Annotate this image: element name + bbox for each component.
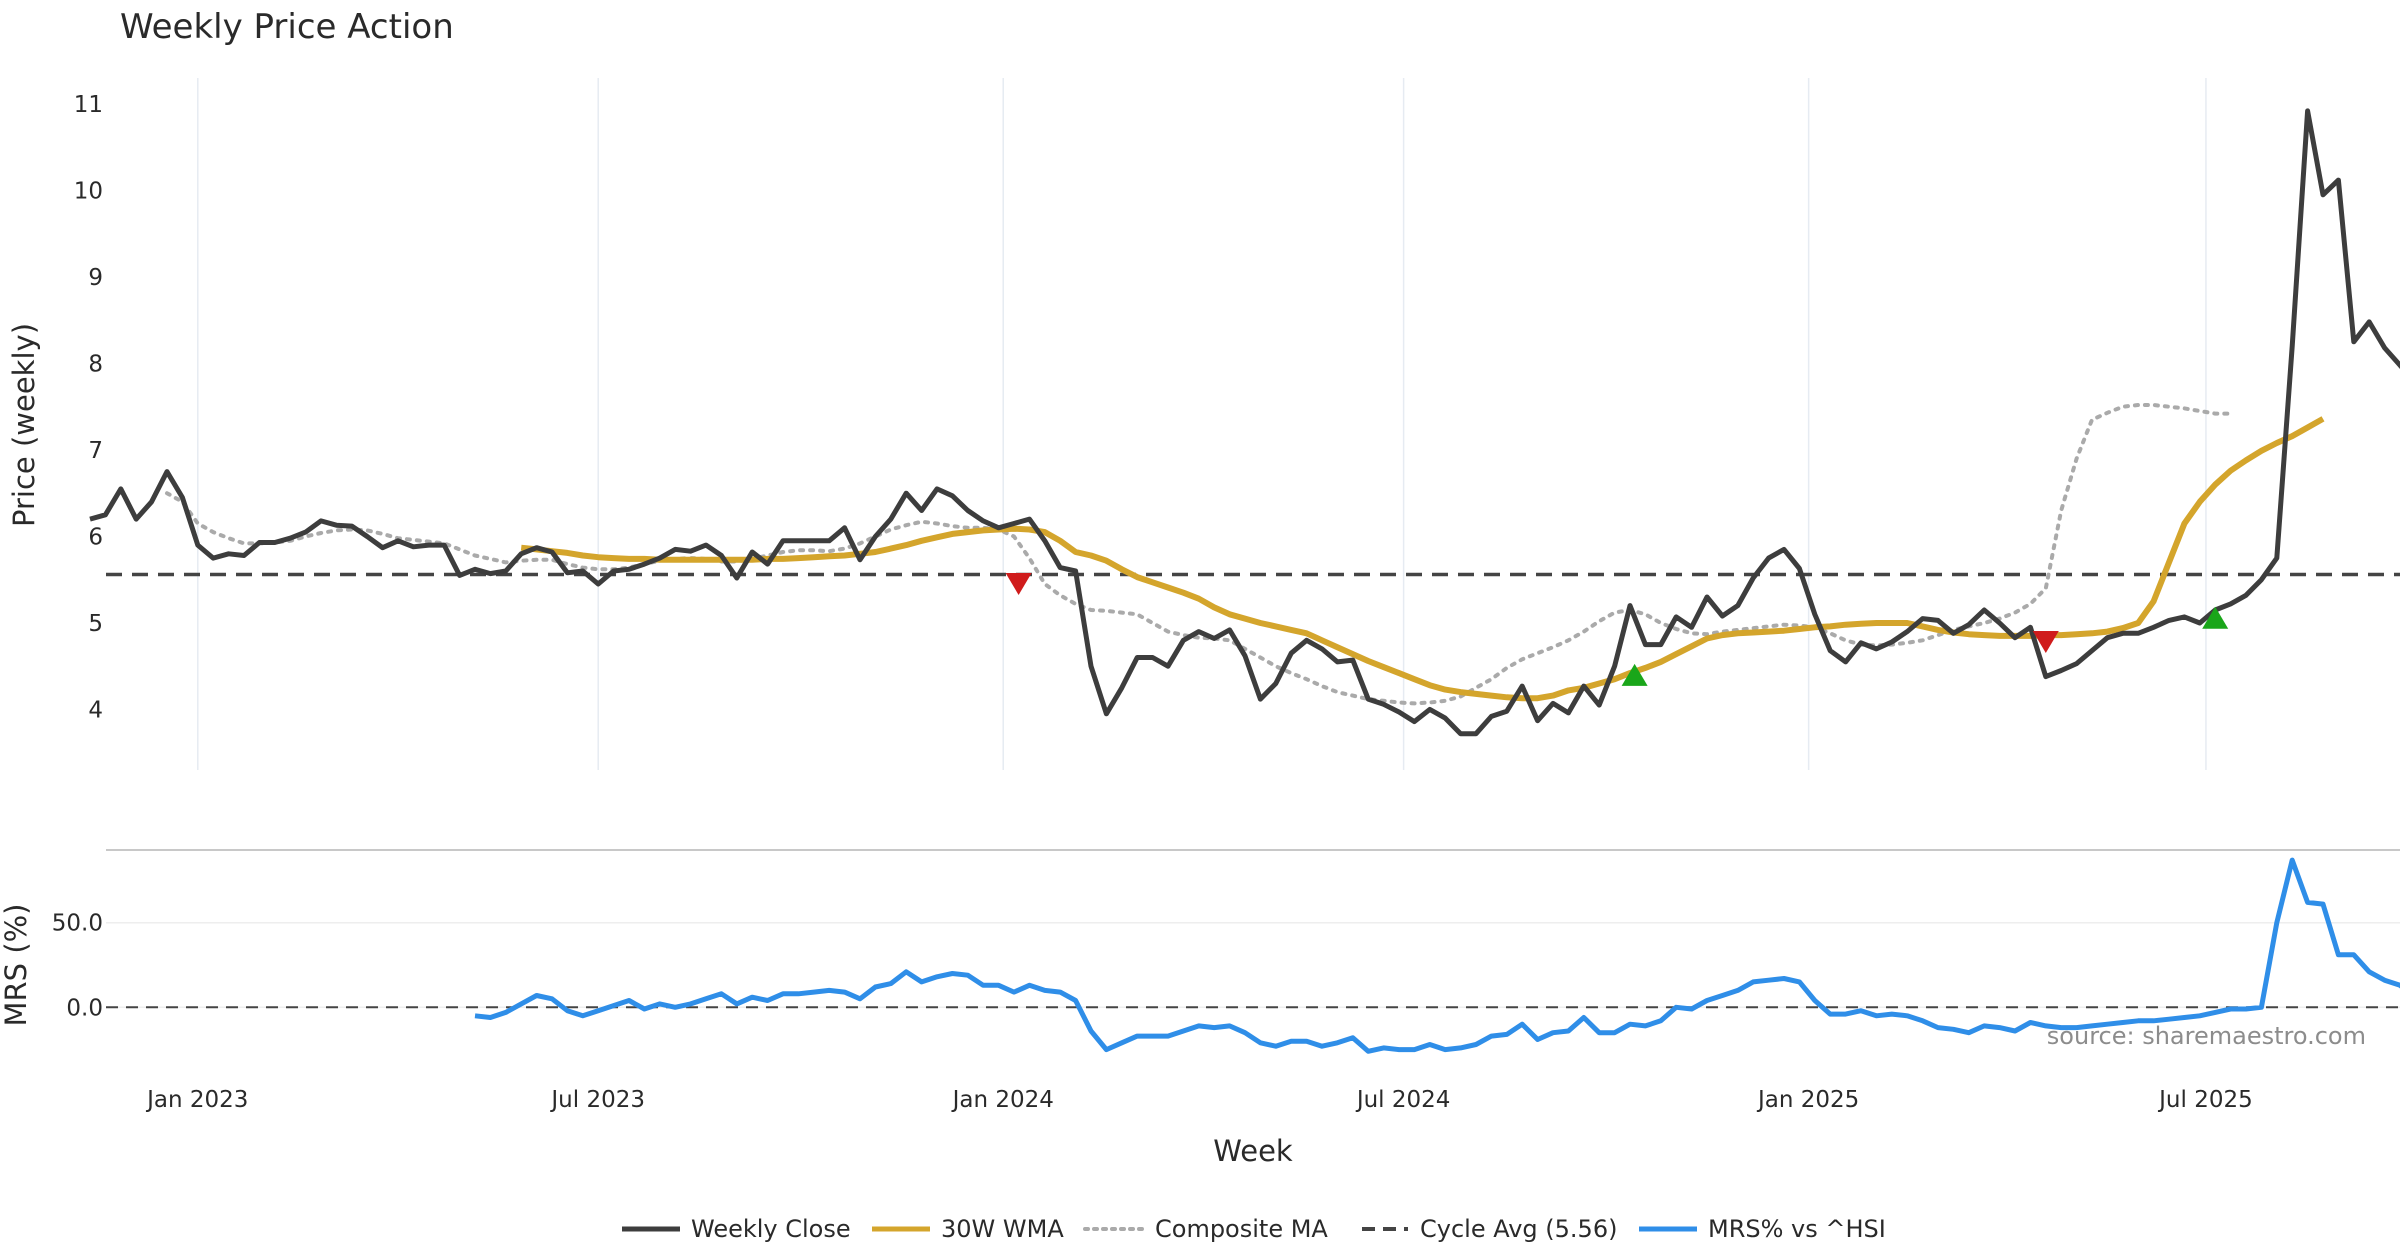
- legend-item-weekly-close: Weekly Close: [622, 1215, 851, 1243]
- legend-label-cycle-avg: Cycle Avg (5.56): [1420, 1215, 1617, 1243]
- x-axis-label: Week: [1213, 1134, 1293, 1168]
- tick-labels: Jan 2023 Jul 2023 Jan 2024 Jul 2024 Jan 2025…: [52, 92, 2253, 1113]
- mrs-y-tick-label: 0.0: [66, 995, 103, 1021]
- x-tick-label: Jan 2023: [145, 1087, 248, 1113]
- legend-label-composite-ma: Composite MA: [1155, 1215, 1328, 1243]
- x-tick-label: Jul 2023: [549, 1087, 645, 1113]
- wma-30w-line: [520, 416, 2325, 702]
- legend-item-cycle-avg: Cycle Avg (5.56): [1362, 1215, 1617, 1243]
- price-y-tick-label: 7: [88, 438, 103, 464]
- x-tick-label: Jan 2024: [951, 1087, 1054, 1113]
- signal-markers: [1005, 573, 2229, 686]
- price-y-tick-label: 10: [74, 178, 103, 204]
- chart-title: Weekly Price Action: [120, 7, 454, 47]
- sell-signal-marker: [1005, 573, 1032, 596]
- price-y-tick-label: 11: [74, 92, 103, 118]
- legend-item-mrs: MRS% vs ^HSI: [1639, 1215, 1886, 1243]
- price-y-tick-label: 8: [88, 351, 103, 377]
- price-y-tick-label: 6: [88, 524, 103, 550]
- x-tick-label: Jan 2025: [1756, 1087, 1859, 1113]
- x-tick-label: Jul 2024: [1355, 1087, 1451, 1113]
- buy-signal-marker: [2202, 606, 2229, 629]
- legend: Weekly Close 30W WMA Composite MA Cycle …: [622, 1215, 1886, 1243]
- price-axis-label: Price (weekly): [7, 323, 41, 527]
- series-lines: [89, 108, 2400, 1054]
- mrs-line: [474, 857, 2400, 1054]
- mrs-y-tick-label: 50.0: [52, 911, 103, 937]
- legend-label-weekly-close: Weekly Close: [691, 1215, 851, 1243]
- mrs-axis-label: MRS (%): [0, 904, 33, 1027]
- buy-signal-marker: [1621, 663, 1648, 686]
- legend-item-30w-wma: 30W WMA: [872, 1215, 1064, 1243]
- sell-signal-marker: [2032, 630, 2059, 653]
- composite-ma-line: [165, 403, 2233, 706]
- legend-label-mrs: MRS% vs ^HSI: [1708, 1215, 1886, 1243]
- price-y-tick-label: 9: [88, 265, 103, 291]
- legend-label-30w-wma: 30W WMA: [941, 1215, 1064, 1243]
- x-tick-label: Jul 2025: [2157, 1087, 2253, 1113]
- weekly-close-line: [89, 108, 2400, 737]
- price-y-tick-label: 4: [88, 697, 103, 723]
- source-credit: source: sharemaestro.com: [2047, 1022, 2366, 1050]
- price-y-tick-label: 5: [88, 611, 103, 637]
- reference-lines: [106, 572, 2400, 1009]
- gridlines: [106, 78, 2400, 1009]
- legend-item-composite-ma: Composite MA: [1083, 1215, 1328, 1243]
